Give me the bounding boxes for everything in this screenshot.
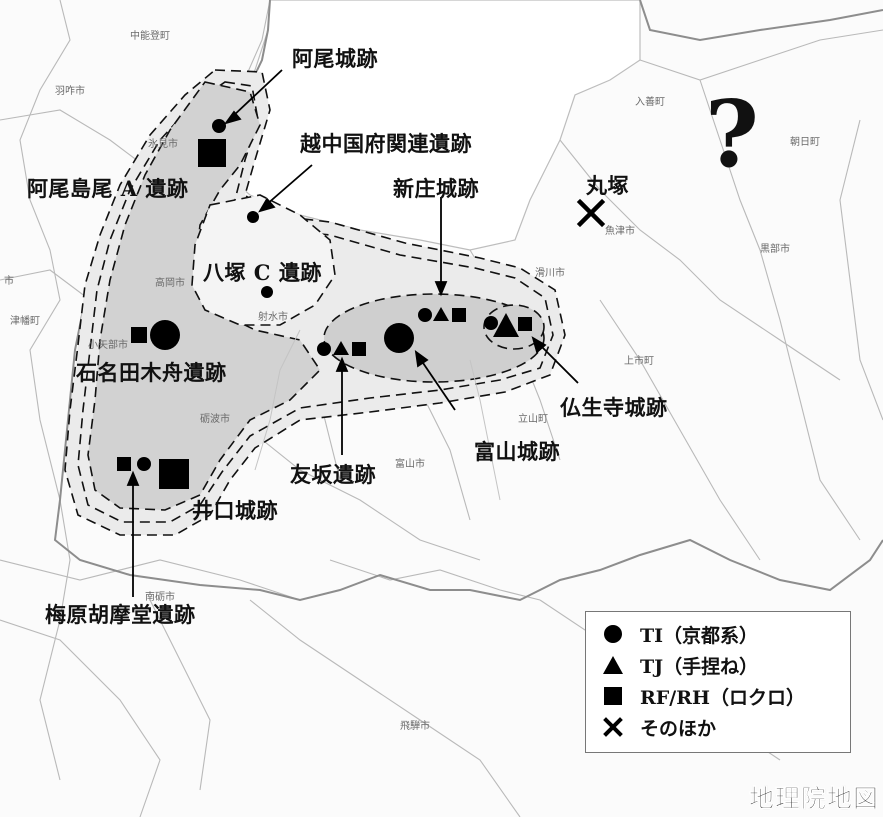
rivers: [254, 329, 501, 501]
city-label: 市: [4, 276, 14, 287]
city-label: 津幡町: [10, 316, 40, 327]
legend-item: RF/RH（ロクロ）: [600, 682, 805, 710]
city-label: 南砺市: [145, 592, 175, 603]
legend-label: RF/RH（ロクロ）: [640, 686, 805, 709]
marker-square-ao-shimao: [198, 139, 226, 167]
site-label-shinjo: 新庄城跡: [393, 176, 479, 201]
city-label: 滑川市: [535, 268, 565, 279]
city-label: 入善町: [635, 97, 665, 108]
site-label-ao-shimao: 阿尾島尾 A 遺跡: [27, 176, 189, 201]
marker-circle-toyama-jo: [384, 323, 414, 353]
site-label-marutsuka: 丸塚: [586, 173, 629, 198]
city-label: 氷見市: [148, 139, 178, 150]
city-label: 富山市: [395, 459, 425, 470]
legend-label: TJ（手捏ね）: [640, 655, 759, 678]
prefecture-border-east: [639, 0, 883, 42]
marker-triangle-busshoji: [493, 313, 519, 337]
arrows: [126, 69, 579, 597]
site-label-etchu-kokufu: 越中国府関連遺跡: [300, 131, 472, 156]
marker-circle-shinjo: [418, 308, 432, 322]
city-label: 砺波市: [200, 414, 230, 425]
city-label: 上市町: [624, 356, 654, 367]
legend-item: TJ（手捏ね）: [600, 651, 758, 679]
site-label-ao-jo: 阿尾城跡: [292, 46, 378, 71]
marker-circle-yatsuka: [261, 286, 273, 298]
site-markers: [117, 119, 606, 489]
triangle-icon: [600, 652, 626, 678]
legend: TI（京都系） TJ（手捏ね） RF/RH（ロクロ） そのほか: [585, 611, 851, 753]
city-label: 魚津市: [605, 226, 635, 237]
site-label-toyama-jo: 富山城跡: [474, 439, 560, 464]
cross-icon: [600, 714, 626, 740]
city-label: 羽咋市: [55, 86, 85, 97]
marker-cross-marutsuka: [576, 198, 606, 228]
city-label: 飛騨市: [400, 721, 430, 732]
legend-label: そのほか: [640, 717, 717, 740]
attribution: 地理院地図: [748, 784, 879, 814]
marker-circle-tomosaka: [317, 342, 331, 356]
marker-circle-ishinada: [150, 320, 180, 350]
marker-square-busshoji: [518, 317, 532, 331]
marker-square-umehara: [117, 457, 131, 471]
marker-square-ishinada: [131, 327, 147, 343]
site-label-tomosaka: 友坂遺跡: [290, 462, 376, 487]
marker-circle-etchu-kokufu: [247, 211, 259, 223]
city-label: 立山町: [518, 414, 548, 425]
site-label-ishinada: 石名田木舟遺跡: [76, 360, 227, 385]
legend-item: TI（京都系）: [600, 620, 758, 648]
legend-item: そのほか: [600, 713, 716, 741]
city-label: 朝日町: [790, 137, 820, 148]
circle-icon: [600, 621, 626, 647]
city-label: 黒部市: [760, 244, 790, 255]
city-label: 射水市: [258, 312, 288, 323]
legend-label: TI（京都系）: [640, 624, 759, 647]
site-label-yatsuka: 八塚 C 遺跡: [203, 260, 322, 285]
marker-square-shinjo: [452, 308, 466, 322]
city-label: 小矢部市: [88, 340, 128, 351]
square-icon: [600, 683, 626, 709]
marker-circle-ao-jo: [212, 119, 226, 133]
marker-circle-umehara: [137, 457, 151, 471]
question-mark: ?: [705, 80, 759, 188]
inner-zone-east-busshoji: [483, 304, 545, 350]
marker-triangle-shinjo: [433, 307, 449, 321]
marker-triangle-tomosaka: [333, 341, 349, 355]
site-label-umehara: 梅原胡摩堂遺跡: [45, 602, 196, 627]
site-label-busshoji: 仏生寺城跡: [560, 395, 668, 420]
inner-hole: [191, 194, 336, 326]
city-label: 高岡市: [155, 278, 185, 289]
marker-square-tomosaka: [352, 342, 366, 356]
marker-circle-busshoji: [484, 316, 498, 330]
site-label-iguchi: 井口城跡: [192, 498, 278, 523]
city-label: 中能登町: [130, 31, 170, 42]
marker-square-iguchi: [159, 459, 189, 489]
